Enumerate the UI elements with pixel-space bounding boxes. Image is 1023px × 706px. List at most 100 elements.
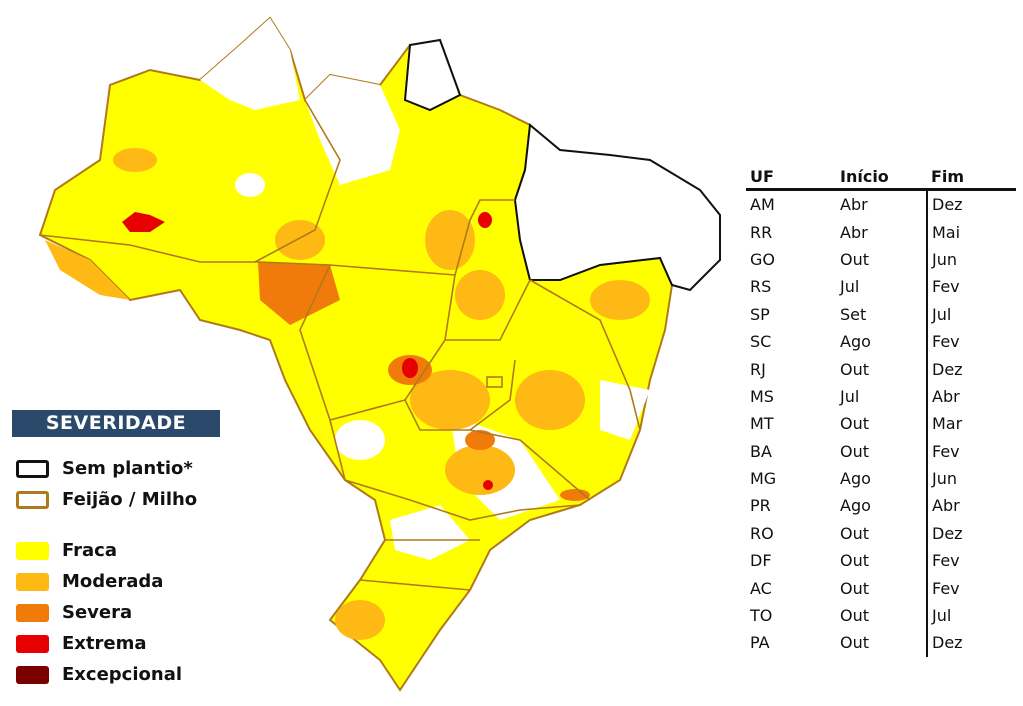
legend-label: Feijão / Milho <box>62 489 198 510</box>
moderada-patches <box>45 148 650 640</box>
header-fim: Fim <box>927 165 1016 191</box>
legend-swatch <box>16 665 49 684</box>
legend-swatch <box>16 603 49 622</box>
cell-fim: Fev <box>926 574 1016 602</box>
cell-fim: Mai <box>926 218 1016 246</box>
cell-inicio: Jul <box>840 277 860 297</box>
legend-label: Excepcional <box>62 664 183 685</box>
planting-calendar-table: UF Início Fim AM Abr Dez RR Abr Mai GO Out Jun RS… <box>746 165 1016 657</box>
cell-uf: SP <box>750 304 770 324</box>
cell-inicio: Out <box>840 249 870 269</box>
cell-inicio: Ago <box>840 496 871 516</box>
cell-fim: Dez <box>926 189 1016 219</box>
table-row: MT Out Mar <box>746 410 1016 438</box>
cell-uf: MG <box>750 469 777 489</box>
legend-title: SEVERIDADE <box>12 410 220 437</box>
extrema-patches <box>122 212 493 490</box>
brazil-crop-region <box>38 16 721 692</box>
table-row: AC Out Fev <box>746 574 1016 602</box>
legend-label: Moderada <box>62 571 164 592</box>
cell-uf: RJ <box>750 359 766 379</box>
table-body: AM Abr Dez RR Abr Mai GO Out Jun RS Jul Fev SP Set Jul… <box>746 189 1016 657</box>
legend-label: Sem plantio* <box>62 458 193 479</box>
cell-inicio: Out <box>840 414 870 434</box>
cell-fim: Mar <box>926 410 1016 438</box>
cell-inicio: Abr <box>840 195 868 215</box>
cell-fim: Dez <box>926 355 1016 383</box>
cell-inicio: Out <box>840 359 870 379</box>
cell-inicio: Set <box>840 304 867 324</box>
table-header: UF Início Fim <box>746 165 1016 191</box>
legend-swatch <box>16 634 49 653</box>
table-row: MG Ago Jun <box>746 464 1016 493</box>
legend-swatch <box>16 572 49 591</box>
cell-uf: GO <box>750 249 775 269</box>
legend-label: Severa <box>62 602 133 623</box>
legend-label: Fraca <box>62 540 117 561</box>
table-row: SP Set Jul <box>746 300 1016 328</box>
cell-inicio: Out <box>840 441 870 461</box>
cell-inicio: Jul <box>840 386 860 406</box>
cell-fim: Jul <box>926 601 1016 630</box>
legend-item-feijao-milho: Feijão / Milho <box>16 489 197 510</box>
legend-item-extrema: Extrema <box>16 633 147 654</box>
cell-inicio: Out <box>840 633 870 653</box>
table-row: PR Ago Abr <box>746 492 1016 520</box>
cell-uf: SC <box>750 332 772 352</box>
legend-item-severa: Severa <box>16 602 132 623</box>
cell-uf: DF <box>750 551 772 571</box>
legend-item-excepcional: Excepcional <box>16 664 182 685</box>
cell-inicio: Ago <box>840 469 871 489</box>
cell-fim: Jul <box>926 300 1016 328</box>
legend-item-sem-plantio: Sem plantio* <box>16 458 193 479</box>
legend-item-moderada: Moderada <box>16 571 163 592</box>
cell-fim: Abr <box>926 492 1016 520</box>
cell-uf: AC <box>750 578 772 598</box>
cell-fim: Jun <box>926 245 1016 274</box>
cell-inicio: Out <box>840 578 870 598</box>
table-row: RS Jul Fev <box>746 273 1016 301</box>
crop-area-fraca <box>38 16 674 692</box>
cell-uf: BA <box>750 441 772 461</box>
cell-fim: Abr <box>926 382 1016 411</box>
region-amapa-sem-plantio <box>403 38 462 112</box>
legend-item-fraca: Fraca <box>16 540 117 561</box>
cell-inicio: Ago <box>840 332 871 352</box>
cell-uf: PR <box>750 496 771 516</box>
legend-swatch <box>16 541 49 560</box>
header-uf: UF <box>746 165 836 191</box>
table-row: DF Out Fev <box>746 547 1016 575</box>
cell-uf: PA <box>750 633 770 653</box>
brazil-map <box>38 16 721 692</box>
table-row: MS Jul Abr <box>746 382 1016 411</box>
cell-uf: TO <box>750 606 773 626</box>
cell-fim: Fev <box>926 437 1016 465</box>
cell-fim: Jun <box>926 464 1016 493</box>
table-row: PA Out Dez <box>746 629 1016 657</box>
cell-fim: Dez <box>926 519 1016 548</box>
cell-uf: RO <box>750 523 774 543</box>
region-sem-plantio <box>513 123 721 292</box>
cell-uf: RS <box>750 277 772 297</box>
cell-uf: MS <box>750 386 774 406</box>
table-row: BA Out Fev <box>746 437 1016 465</box>
state-borders <box>39 99 641 591</box>
table-row: RO Out Dez <box>746 519 1016 548</box>
cell-fim: Fev <box>926 547 1016 575</box>
legend-swatch <box>16 459 49 478</box>
cell-inicio: Out <box>840 606 870 626</box>
legend-swatch <box>16 490 49 509</box>
cell-uf: MT <box>750 414 774 434</box>
table-row: AM Abr Dez <box>746 189 1016 219</box>
header-inicio: Início <box>836 165 927 191</box>
cell-uf: RR <box>750 222 773 242</box>
table-row: RR Abr Mai <box>746 218 1016 246</box>
cell-inicio: Out <box>840 523 870 543</box>
cell-inicio: Out <box>840 551 870 571</box>
cell-fim: Dez <box>926 629 1016 657</box>
table-row: TO Out Jul <box>746 601 1016 630</box>
cell-inicio: Abr <box>840 222 868 242</box>
cell-fim: Fev <box>926 327 1016 356</box>
cell-uf: AM <box>750 195 775 215</box>
